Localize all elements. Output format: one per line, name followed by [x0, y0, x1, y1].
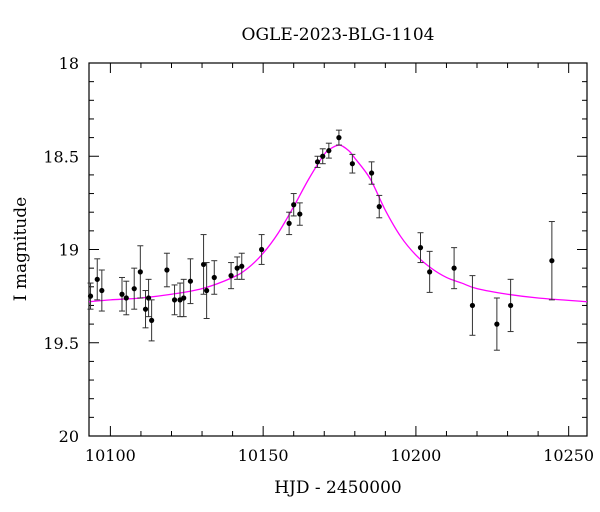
data-point [94, 258, 101, 301]
data-point [368, 161, 375, 185]
data-marker [469, 302, 476, 309]
y-tick-label: 18.5 [43, 147, 79, 166]
data-marker [94, 276, 100, 282]
data-marker [314, 159, 321, 165]
data-marker [164, 267, 170, 273]
data-point [548, 221, 555, 301]
data-point [131, 267, 138, 310]
model-curve [88, 144, 588, 303]
data-marker [427, 269, 433, 275]
data-point [123, 280, 130, 316]
data-marker [99, 287, 105, 294]
x-tick-label: 10250 [543, 446, 594, 465]
data-marker [286, 220, 292, 226]
data-marker [137, 269, 143, 275]
data-point [290, 193, 297, 217]
data-point [142, 290, 149, 329]
tick-labels-group: 10100 10150 10200 10250 18 18.5 19 19.5 20 [43, 54, 594, 465]
data-point [507, 278, 514, 333]
data-point [335, 129, 342, 146]
data-marker [336, 135, 342, 141]
data-marker [131, 286, 137, 292]
data-marker [211, 274, 217, 281]
data-point [203, 262, 210, 320]
data-marker [451, 265, 457, 271]
data-marker [239, 263, 245, 269]
data-point [228, 262, 235, 290]
data-marker [119, 291, 125, 297]
axis-ticks [89, 62, 587, 437]
y-tick-label: 19.5 [43, 334, 79, 353]
data-point [180, 278, 187, 318]
data-marker [320, 153, 326, 159]
data-point [145, 278, 152, 318]
data-point [469, 275, 476, 336]
y-tick-label: 19 [59, 241, 79, 260]
data-marker [142, 306, 149, 312]
data-point [325, 142, 332, 159]
data-marker [123, 295, 129, 301]
data-marker [508, 302, 514, 309]
data-marker [149, 317, 155, 323]
model-curve-group [88, 144, 588, 303]
data-point [349, 153, 356, 174]
data-point [200, 234, 207, 295]
x-tick-label: 10100 [85, 446, 136, 465]
data-marker [326, 148, 332, 154]
data-point [211, 260, 218, 295]
y-axis-label: I magnitude [11, 197, 31, 301]
data-marker [291, 202, 297, 208]
data-point [319, 148, 326, 165]
data-marker [181, 295, 187, 301]
data-marker [549, 258, 555, 264]
data-point [314, 155, 321, 168]
data-point [98, 269, 105, 312]
data-point [187, 258, 194, 305]
data-point [163, 252, 170, 288]
data-point [118, 276, 125, 312]
x-tick-label: 10200 [390, 446, 441, 465]
data-point [426, 250, 433, 293]
data-marker [349, 161, 355, 167]
data-marker [376, 204, 382, 210]
y-tick-label: 18 [59, 54, 79, 73]
chart-title: OGLE-2023-BLG-1104 [242, 25, 435, 45]
data-points-group [87, 129, 555, 351]
data-point [238, 252, 245, 280]
data-marker [204, 287, 210, 294]
data-point [148, 299, 155, 342]
data-marker [187, 278, 194, 284]
data-marker [87, 293, 94, 299]
data-point [286, 211, 293, 236]
y-tick-label: 20 [59, 427, 79, 446]
data-marker [494, 321, 500, 327]
data-marker [259, 246, 265, 253]
data-marker [145, 295, 152, 301]
data-marker [369, 170, 375, 176]
data-point [171, 284, 178, 316]
data-marker [200, 261, 207, 268]
data-point [87, 282, 94, 310]
x-tick-label: 10150 [238, 446, 289, 465]
data-marker [417, 245, 424, 251]
data-point [296, 202, 303, 226]
x-axis-label: HJD - 2450000 [274, 478, 402, 498]
data-point [137, 245, 144, 299]
data-marker [234, 265, 240, 271]
data-point [258, 234, 265, 265]
data-point [376, 194, 383, 219]
plot-frame [88, 62, 588, 437]
data-marker [228, 273, 234, 279]
data-marker [297, 211, 303, 217]
data-marker [171, 297, 178, 303]
data-point [451, 247, 458, 290]
data-point [493, 297, 500, 351]
data-point [417, 232, 424, 264]
